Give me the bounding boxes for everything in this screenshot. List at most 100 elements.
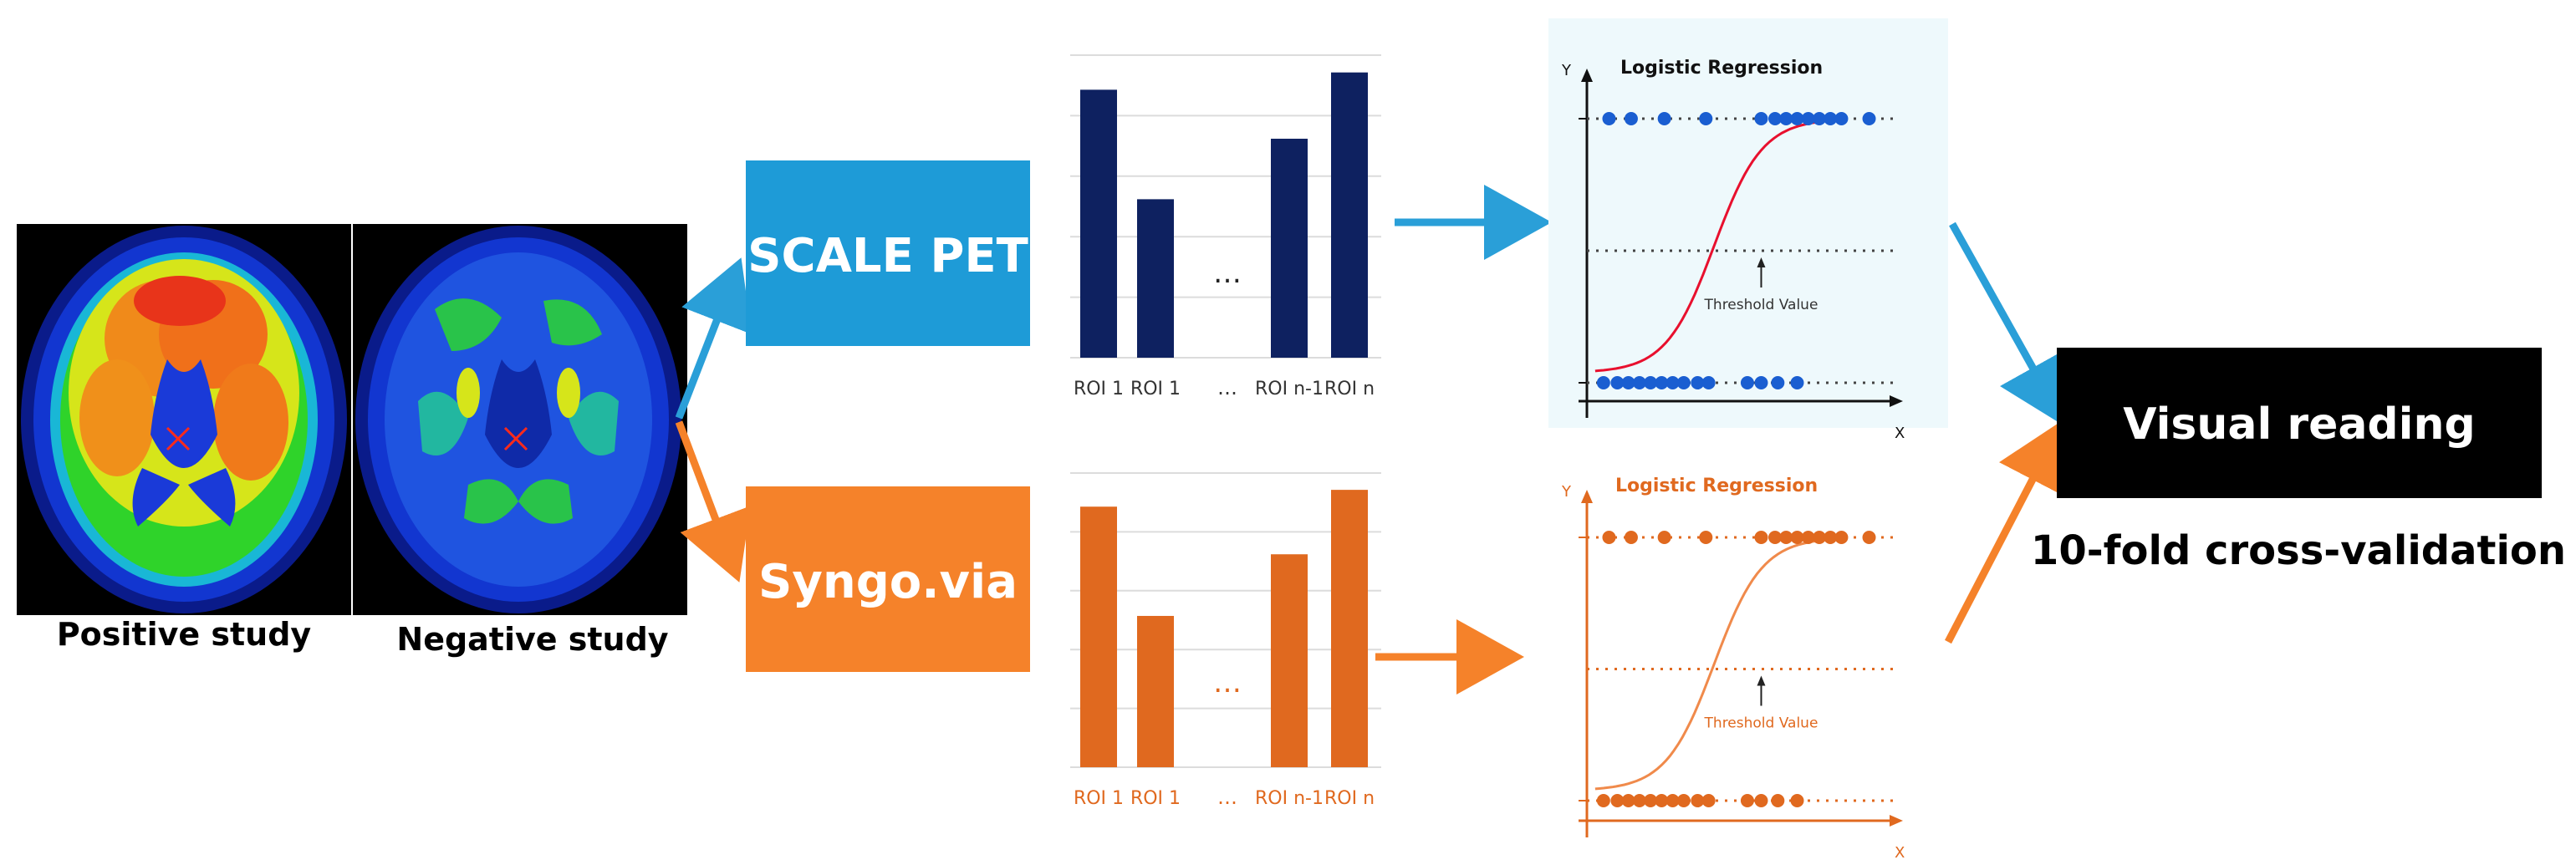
logistic-regression-blue: Y X Logistic Regression Threshold Value: [1561, 58, 1905, 442]
ellipsis-mark: …: [1213, 257, 1242, 290]
data-point: [1790, 376, 1804, 389]
cross-validation-label: 10-fold cross-validation: [2031, 527, 2566, 574]
data-point: [1655, 794, 1669, 807]
threshold-annotation: Threshold Value: [1704, 297, 1819, 313]
data-point: [1801, 112, 1815, 125]
y-axis-arrowhead: [1581, 490, 1593, 503]
syngo-via-label: Syngo.via: [758, 555, 1018, 609]
tick-label: ROI 1: [1074, 788, 1124, 809]
bar: [1331, 72, 1368, 358]
data-point: [1644, 376, 1658, 389]
data-point: [1754, 112, 1768, 125]
visual-reading-label: Visual reading: [2123, 399, 2475, 450]
data-point: [1665, 376, 1680, 389]
ellipsis-tick: …: [1217, 376, 1237, 399]
bar: [1080, 89, 1117, 358]
data-point: [1624, 531, 1638, 544]
data-point: [1779, 531, 1793, 544]
data-point: [1596, 376, 1610, 389]
tick-label: ROI n: [1324, 788, 1375, 809]
bar: [1271, 554, 1308, 767]
data-point: [1644, 794, 1658, 807]
data-point: [1621, 794, 1635, 807]
data-point: [1632, 794, 1646, 807]
data-point: [1701, 794, 1716, 807]
data-point: [1771, 376, 1785, 389]
data-point: [1657, 112, 1671, 125]
data-point: [1610, 376, 1625, 389]
data-point: [1665, 794, 1680, 807]
data-point: [1610, 794, 1625, 807]
y-axis-arrowhead: [1581, 69, 1593, 82]
data-point: [1701, 376, 1716, 389]
data-point: [1691, 376, 1705, 389]
regression-title: Logistic Regression: [1620, 58, 1823, 79]
negative-study-caption: Negative study: [396, 621, 668, 658]
bar: [1331, 490, 1368, 767]
annotation-arrowhead: [1757, 675, 1766, 686]
data-point: [1862, 112, 1876, 125]
sigmoid-curve: [1594, 537, 1844, 791]
data-point: [1790, 112, 1804, 125]
data-point: [1624, 112, 1638, 125]
data-point: [1824, 112, 1838, 125]
positive-study-caption: Positive study: [57, 616, 312, 653]
data-point: [1699, 112, 1713, 125]
y-axis-label: Y: [1561, 62, 1572, 79]
data-point: [1824, 531, 1838, 544]
data-point: [1754, 376, 1768, 389]
y-axis-label: Y: [1561, 483, 1572, 501]
data-point: [1740, 376, 1754, 389]
x-axis-arrowhead: [1890, 395, 1903, 407]
bar-chart-syngo-via: ROI 1 ROI 1 ROI n-1 ROI n … …: [1070, 472, 1381, 809]
ellipsis-tick: …: [1217, 786, 1237, 809]
ellipsis-mark: …: [1213, 666, 1242, 700]
data-point: [1768, 112, 1783, 125]
x-axis-label: X: [1895, 425, 1905, 442]
data-point: [1862, 531, 1876, 544]
data-point: [1657, 531, 1671, 544]
data-point: [1596, 794, 1610, 807]
bar-chart-scale-pet: ROI 1 ROI 1 ROI n-1 ROI n……: [1070, 54, 1381, 399]
tick-label: ROI 1: [1130, 788, 1181, 809]
bar: [1137, 199, 1174, 358]
arrow-to-visual-reading-orange: [1945, 420, 2066, 644]
data-point: [1779, 112, 1793, 125]
bar: [1271, 138, 1308, 358]
regression-title: Logistic Regression: [1615, 476, 1818, 496]
arrow-to-syngo-via: [675, 420, 751, 583]
data-point: [1676, 376, 1691, 389]
data-point: [1801, 531, 1815, 544]
data-point: [1834, 112, 1849, 125]
data-point: [1632, 376, 1646, 389]
data-point: [1676, 794, 1691, 807]
data-point: [1699, 531, 1713, 544]
bar: [1137, 615, 1174, 767]
brain-positive: [17, 224, 351, 615]
tick-label: ROI 1: [1130, 379, 1181, 399]
data-point: [1790, 794, 1804, 807]
arrow-to-scale-pet: [675, 257, 752, 420]
syngo-via-box: Syngo.via: [746, 486, 1030, 672]
data-point: [1754, 531, 1768, 544]
logistic-regression-orange: Y X Logistic Regression Threshold Value: [1561, 476, 1905, 862]
data-point: [1602, 531, 1616, 544]
data-point: [1740, 794, 1754, 807]
tick-label: ROI n-1: [1255, 788, 1324, 809]
tick-label: ROI 1: [1074, 379, 1124, 399]
scale-pet-box: SCALE PET: [746, 160, 1030, 346]
visual-reading-box: Visual reading: [2057, 348, 2542, 498]
threshold-annotation: Threshold Value: [1704, 715, 1819, 732]
data-point: [1790, 531, 1804, 544]
data-point: [1621, 376, 1635, 389]
data-point: [1771, 794, 1785, 807]
x-axis-arrowhead: [1890, 815, 1903, 827]
brain-negative: [353, 224, 687, 615]
data-point: [1768, 531, 1783, 544]
annotation-arrowhead: [1757, 257, 1766, 267]
data-point: [1655, 376, 1669, 389]
tick-label: ROI n: [1324, 379, 1375, 399]
data-point: [1691, 794, 1705, 807]
data-point: [1834, 531, 1849, 544]
